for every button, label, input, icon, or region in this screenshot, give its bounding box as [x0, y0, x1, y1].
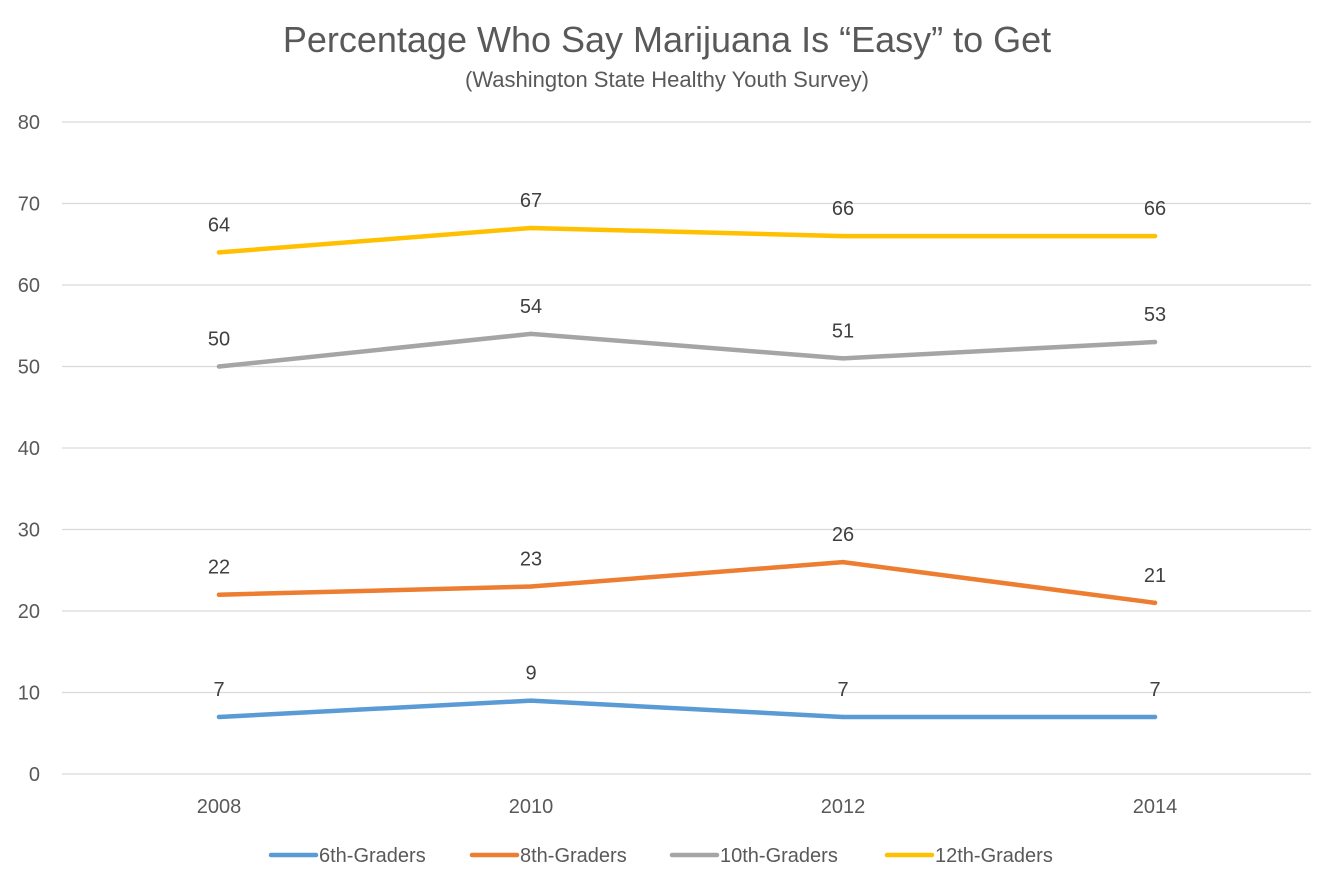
- data-point: [1152, 339, 1158, 345]
- data-label: 50: [208, 329, 230, 351]
- chart-title: Percentage Who Say Marijuana Is “Easy” t…: [283, 19, 1051, 60]
- data-point: [840, 233, 846, 239]
- data-label: 22: [208, 557, 230, 579]
- data-label: 21: [1144, 565, 1166, 587]
- gridlines: [62, 121, 1311, 775]
- legend-item: 6th-Graders: [268, 845, 426, 867]
- x-tick-label: 2008: [197, 796, 242, 818]
- data-point: [528, 584, 534, 589]
- data-label: 67: [520, 190, 542, 212]
- data-point: [216, 592, 222, 597]
- data-point: [1152, 600, 1158, 606]
- y-tick-label: 10: [18, 683, 40, 705]
- y-tick-label: 0: [29, 764, 40, 786]
- data-point: [1152, 714, 1158, 720]
- legend-item: 8th-Graders: [469, 845, 627, 867]
- y-tick-label: 30: [18, 520, 40, 542]
- legend-label: 12th-Graders: [935, 845, 1053, 867]
- series-line-10th-graders: [216, 331, 1158, 369]
- data-point: [528, 698, 534, 703]
- y-tick-label: 70: [18, 194, 40, 216]
- y-tick-label: 40: [18, 438, 40, 460]
- data-label: 7: [837, 679, 848, 701]
- x-tick-label: 2010: [509, 796, 554, 818]
- y-tick-label: 80: [18, 112, 40, 134]
- data-point: [1152, 233, 1158, 239]
- data-label: 23: [520, 549, 542, 571]
- legend: 6th-Graders 8th-Graders 10th-Graders 12th-G…: [268, 845, 1053, 867]
- data-label: 7: [213, 679, 224, 701]
- data-labels: 7 9 7 7 22 23 26 21 50 54 51 53 64 67 66 66: [208, 190, 1166, 701]
- data-point: [840, 356, 846, 361]
- data-point: [528, 225, 534, 231]
- chart-subtitle: (Washington State Healthy Youth Survey): [465, 67, 869, 92]
- series-lines: [216, 225, 1158, 720]
- x-tick-label: 2012: [821, 796, 866, 818]
- data-label: 26: [832, 524, 854, 546]
- data-label: 64: [208, 214, 230, 236]
- x-axis: 2008 2010 2012 2014: [197, 796, 1178, 818]
- y-tick-label: 20: [18, 601, 40, 623]
- data-point: [216, 250, 222, 255]
- data-label: 66: [832, 198, 854, 220]
- legend-label: 8th-Graders: [520, 845, 627, 867]
- data-point: [840, 559, 846, 565]
- data-label: 53: [1144, 304, 1166, 326]
- y-axis: 0 10 20 30 40 50 60 70 80: [18, 112, 40, 786]
- data-label: 7: [1149, 679, 1160, 701]
- legend-label: 6th-Graders: [319, 845, 426, 867]
- series-line-8th-graders: [216, 559, 1158, 606]
- data-label: 54: [520, 296, 542, 318]
- x-tick-label: 2014: [1133, 796, 1178, 818]
- data-point: [216, 364, 222, 369]
- data-point: [528, 331, 534, 337]
- data-label: 9: [525, 663, 536, 685]
- series-line-6th-graders: [216, 698, 1158, 720]
- y-tick-label: 50: [18, 357, 40, 379]
- legend-item: 10th-Graders: [669, 845, 838, 867]
- legend-item: 12th-Graders: [884, 845, 1053, 867]
- data-point: [216, 714, 222, 720]
- series-line-12th-graders: [216, 225, 1158, 255]
- data-label: 66: [1144, 198, 1166, 220]
- data-label: 51: [832, 320, 854, 342]
- y-tick-label: 60: [18, 275, 40, 297]
- data-point: [840, 714, 846, 720]
- legend-label: 10th-Graders: [720, 845, 838, 867]
